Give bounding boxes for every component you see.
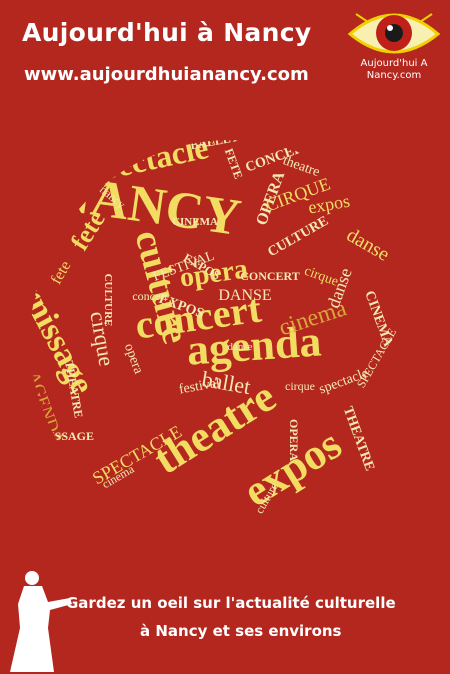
site-title: Aujourd'hui à Nancy — [22, 18, 312, 47]
eye-icon — [347, 13, 441, 54]
cloud-word: ballet — [91, 502, 125, 534]
cloud-word: danse — [227, 341, 252, 353]
cloud-word: CULTURE — [102, 274, 114, 327]
cloud-word: agenda — [185, 316, 323, 374]
speaker-silhouette-icon — [10, 571, 72, 672]
logo-caption: Aujourd'hui A Nancy.com — [346, 58, 442, 82]
tagline-line-1: Gardez un oeil sur l'actualité culturell… — [66, 594, 396, 612]
tagline-line-2: à Nancy et ses environs — [140, 622, 342, 640]
logo-line-2: Nancy.com — [366, 70, 422, 81]
cloud-word: festival — [178, 376, 221, 398]
cloud-word: DANSE — [218, 287, 271, 304]
cloud-word: CINEMA — [172, 216, 218, 228]
cloud-word: concert — [132, 289, 168, 303]
cloud-word: CONCERT — [240, 269, 300, 283]
cloud-word: cirque — [302, 264, 340, 290]
site-url[interactable]: www.aujourdhuianancy.com — [24, 64, 309, 85]
logo-line-1: Aujourd'hui A — [360, 58, 428, 69]
cloud-word: danse — [343, 224, 394, 266]
cloud-word: VERNISSAGE — [108, 128, 193, 143]
cloud-word: FETE — [222, 147, 246, 181]
cloud-word: OPERA — [287, 419, 301, 461]
cloud-word: FETE — [190, 109, 217, 149]
cloud-word: CULTURE — [265, 214, 331, 261]
cloud-word: fete — [48, 258, 75, 287]
cloud-word: cirque — [285, 379, 315, 393]
cloud-word: VERNISSAGE — [16, 429, 94, 443]
